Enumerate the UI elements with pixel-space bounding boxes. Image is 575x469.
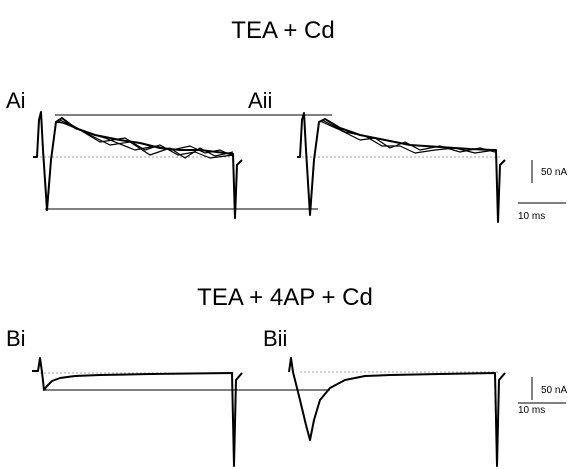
subpanel-label: Bii: [263, 326, 287, 351]
subpanel-label: Ai: [6, 88, 26, 113]
panel-title: TEA + Cd: [231, 17, 334, 44]
subpanel-label: Bi: [6, 326, 26, 351]
scale-bar-b: [518, 377, 566, 404]
traces-a: [33, 111, 506, 223]
scale-current: 50 nA: [541, 167, 567, 178]
traces-b: [32, 357, 506, 467]
scale-time: 10 ms: [518, 405, 545, 416]
panel-title: TEA + 4AP + Cd: [197, 284, 373, 311]
subpanel-label: Aii: [248, 88, 272, 113]
scale-bar-a: [518, 160, 566, 204]
scale-current: 50 nA: [541, 385, 567, 396]
scale-time: 10 ms: [518, 211, 545, 222]
